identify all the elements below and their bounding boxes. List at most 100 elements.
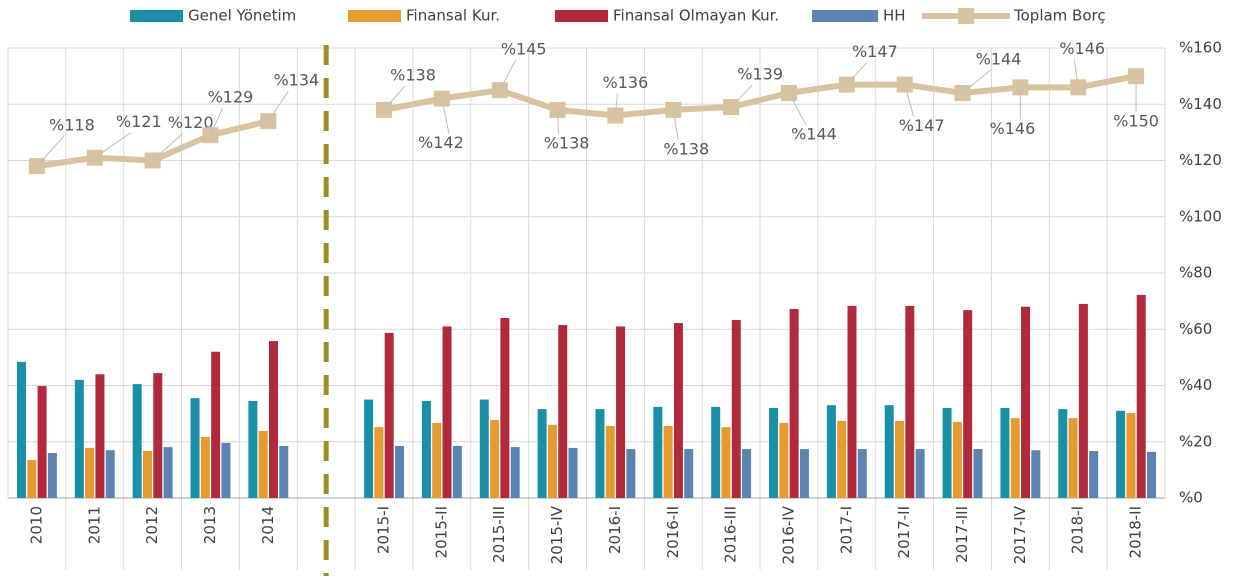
bar [153,373,163,498]
bar [74,379,84,498]
x-tick-label: 2015-II [432,506,450,558]
data-label: %138 [544,133,590,152]
data-label: %134 [273,71,319,90]
legend-label: Toplam Borç [1013,7,1106,25]
y-tick-label: %160 [1179,39,1222,57]
bar [826,405,836,498]
bar [1010,418,1020,498]
data-label: %136 [603,73,649,92]
bar [595,409,605,498]
leader-line [846,62,868,85]
bar [364,399,374,498]
leader-line [730,84,753,108]
bar [248,400,258,498]
x-tick-label: 2016-IV [779,505,797,564]
bar [568,447,578,498]
legend-swatch [348,10,401,22]
bar [1000,408,1010,498]
bar [789,309,799,498]
leader-line [614,93,618,116]
y-tick-label: %40 [1179,376,1212,394]
x-tick-label: 2014 [259,506,277,544]
leader-line [152,133,183,161]
data-label: %121 [116,112,162,131]
x-tick-label: 2016-I [606,506,624,554]
bar [942,408,952,498]
bar [1116,410,1126,498]
bar [1126,413,1136,498]
y-tick-label: %60 [1179,320,1212,338]
data-label: %142 [418,133,464,152]
data-label: %138 [390,65,436,84]
data-label: %144 [976,50,1022,69]
bar [857,449,867,498]
bar [769,408,779,498]
legend-label: Finansal Olmayan Kur. [613,7,779,25]
bar [27,460,37,498]
bar [653,406,663,498]
bar [537,409,547,498]
x-tick-label: 2017-III [953,506,971,563]
bar [268,341,278,498]
bar [95,374,105,498]
leader-line [441,98,450,134]
bar [605,426,615,498]
x-tick-label: 2018-I [1069,506,1087,554]
bar [132,384,142,498]
bar [384,332,394,498]
leader-line [788,92,807,126]
bar [37,386,47,498]
bar [1147,451,1157,498]
bar [200,436,210,498]
y-tick-label: %120 [1179,151,1222,169]
bar [673,323,683,498]
bar [211,351,221,498]
data-label: %120 [168,113,214,132]
x-tick-label: 2016-II [664,506,682,558]
leader-line [904,84,915,117]
leader-line [1073,59,1079,88]
bar [374,427,384,498]
bar [432,422,442,498]
bar [837,420,847,498]
x-tick-label: 2015-IV [548,505,566,564]
bar [479,399,489,498]
legend-swatch [555,10,608,22]
x-tick-label: 2015-I [375,506,393,554]
x-tick-label: 2010 [27,506,45,544]
x-tick-label: 2018-II [1127,506,1145,558]
bar [1021,306,1031,498]
data-label: %146 [1059,39,1105,58]
leader-line [557,109,560,134]
leader-line [499,59,517,91]
bar [258,431,268,498]
x-tick-label: 2017-IV [1011,505,1029,564]
bar [16,361,26,498]
leader-line [267,90,289,122]
y-tick-label: %140 [1179,95,1222,113]
bar [1078,303,1088,498]
data-label: %150 [1113,112,1159,131]
y-tick-label: %0 [1179,489,1203,507]
leader-line [36,135,65,167]
data-label: %146 [990,119,1036,138]
bar [884,405,894,498]
data-label: %147 [899,116,945,135]
bar [742,449,752,498]
bar [1089,451,1099,498]
bar [952,422,962,498]
bar [915,449,925,498]
leader-line [672,109,679,140]
legend-label: Genel Yönetim [188,7,296,25]
bar [721,427,731,498]
bar [1031,450,1041,498]
leader-line [210,107,223,136]
bar [47,453,57,498]
bar [1058,409,1068,498]
bar [1136,294,1146,498]
y-tick-label: %20 [1179,432,1212,450]
bar [799,449,809,498]
y-tick-label: %100 [1179,207,1222,225]
bar [105,450,115,498]
